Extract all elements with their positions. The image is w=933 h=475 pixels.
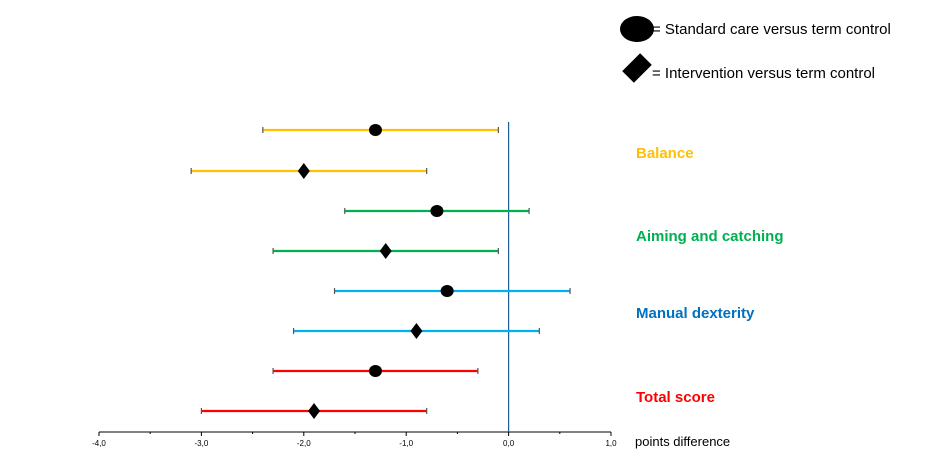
- x-axis-unit-label: points difference: [635, 434, 731, 449]
- x-tick-label: -2,0: [297, 439, 311, 448]
- legend-label-intervention: = Intervention versus term control: [652, 64, 876, 82]
- legend-item-standard-care: = Standard care versus term control: [612, 14, 891, 44]
- point-estimate-circle: [368, 124, 382, 136]
- point-estimate-circle: [430, 205, 444, 217]
- x-tick-label: -4,0: [92, 439, 106, 448]
- point-estimate-circle: [440, 285, 454, 297]
- group-label-manual-dexterity: Manual dexterity: [636, 305, 755, 322]
- point-estimate-diamond: [308, 403, 321, 419]
- group-label-balance: Balance: [636, 145, 694, 162]
- x-tick-label: 1,0: [605, 439, 617, 448]
- group-label-total-score: Total score: [636, 389, 715, 406]
- x-tick-label: -1,0: [399, 439, 413, 448]
- legend-item-intervention: = Intervention versus term control: [612, 53, 876, 88]
- point-estimate-diamond: [297, 163, 310, 179]
- legend-label-standard-care: = Standard care versus term control: [652, 20, 891, 38]
- point-estimate-diamond: [379, 243, 392, 259]
- x-tick-label: 0,0: [503, 439, 515, 448]
- circle-marker-icon: [612, 14, 654, 44]
- point-estimate-circle: [368, 365, 382, 377]
- point-estimate-diamond: [410, 323, 423, 339]
- x-tick-label: -3,0: [195, 439, 209, 448]
- group-label-aiming-catching: Aiming and catching: [636, 228, 784, 245]
